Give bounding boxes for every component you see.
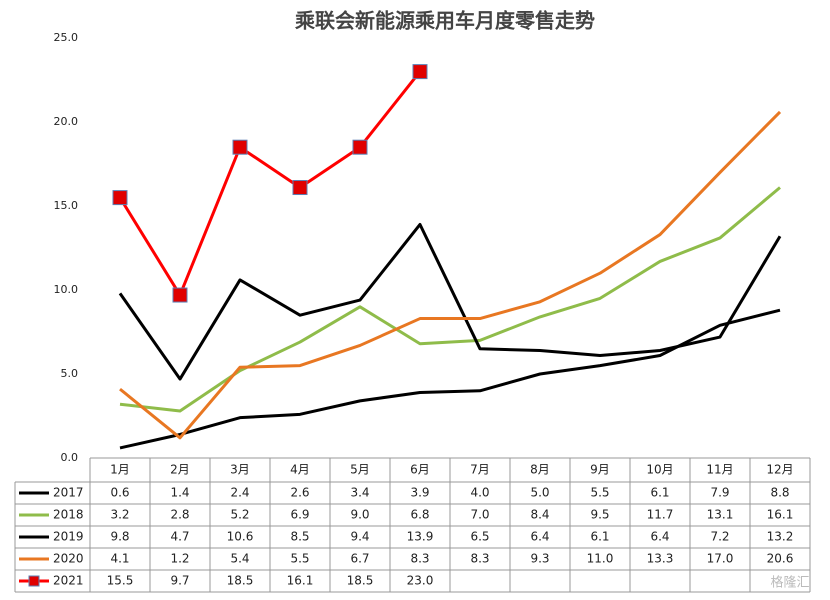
table-cell: 11.0 [587,552,614,566]
table-cell: 2.8 [170,508,189,522]
table-cell: 16.1 [287,574,314,588]
legend-label: 2020 [53,552,84,566]
x-tick-label: 1月 [110,463,130,477]
y-tick-label: 0.0 [61,451,79,464]
series-line [118,222,782,381]
table-cell: 9.3 [530,552,549,566]
table-cell: 7.9 [710,486,729,500]
table-cell: 5.5 [590,486,609,500]
table-cell: 5.4 [230,552,249,566]
table-cell: 18.5 [227,574,254,588]
table-cell: 8.8 [770,486,789,500]
table-cell: 23.0 [407,574,434,588]
table-cell: 13.2 [767,530,794,544]
table-cell: 3.2 [110,508,129,522]
table-cell: 10.6 [227,530,254,544]
table-cell: 20.6 [767,552,794,566]
x-tick-label: 10月 [646,463,673,477]
chart-title: 乘联会新能源乘用车月度零售走势 [294,9,595,33]
table-cell: 4.1 [110,552,129,566]
x-tick-label: 2月 [170,463,190,477]
y-tick-label: 25.0 [54,31,79,44]
table-cell: 7.2 [710,530,729,544]
table-cell: 1.4 [170,486,189,500]
table-cell: 3.9 [410,486,429,500]
x-tick-label: 5月 [350,463,370,477]
table-cell: 11.7 [647,508,674,522]
table-cell: 6.4 [530,530,549,544]
table-cell: 3.4 [350,486,369,500]
table-cell: 17.0 [707,552,734,566]
legend-label: 2017 [53,486,84,500]
x-tick-label: 12月 [766,463,793,477]
table-cell: 9.8 [110,530,129,544]
table-cell: 6.1 [650,486,669,500]
marker [412,64,428,80]
series-line [119,186,781,413]
legend-marker [28,575,40,587]
table-cell: 1.2 [170,552,189,566]
legend-label: 2018 [53,508,84,522]
x-tick-label: 7月 [470,463,490,477]
y-tick-label: 15.0 [54,199,79,212]
table-cell: 2.6 [290,486,309,500]
table-cell: 0.6 [110,486,129,500]
x-tick-label: 11月 [706,463,733,477]
table-cell: 6.8 [410,508,429,522]
table-cell: 4.0 [470,486,489,500]
table-cell: 9.5 [590,508,609,522]
y-tick-label: 10.0 [54,283,79,296]
x-tick-label: 4月 [290,463,310,477]
table-cell: 13.1 [707,508,734,522]
table-cell: 13.3 [647,552,674,566]
x-tick-label: 8月 [530,463,550,477]
series-line [118,70,422,297]
table-cell: 8.4 [530,508,549,522]
table-cell: 9.4 [350,530,369,544]
table-cell: 6.1 [590,530,609,544]
marker [232,139,248,155]
table-cell: 8.3 [470,552,489,566]
table-cell: 16.1 [767,508,794,522]
table-cell: 6.9 [290,508,309,522]
x-tick-label: 6月 [410,463,430,477]
series-line [119,308,781,450]
table-cell: 4.7 [170,530,189,544]
table-cell: 9.7 [170,574,189,588]
table-cell: 6.7 [350,552,369,566]
x-tick-label: 3月 [230,463,250,477]
y-tick-label: 5.0 [61,367,79,380]
legend-label: 2019 [53,530,84,544]
series-line [119,110,782,440]
table-cell: 9.0 [350,508,369,522]
marker [112,190,128,206]
table-cell: 18.5 [347,574,374,588]
table-cell: 15.5 [107,574,134,588]
watermark: 格隆汇 [770,575,809,591]
table-cell: 8.3 [410,552,429,566]
table-cell: 7.0 [470,508,489,522]
legend-label: 2021 [53,574,84,588]
marker [172,287,188,303]
table-cell: 5.0 [530,486,549,500]
table-cell: 2.4 [230,486,249,500]
x-tick-label: 9月 [590,463,610,477]
marker [352,139,368,155]
table-cell: 6.4 [650,530,669,544]
table-cell: 13.9 [407,530,434,544]
table-cell: 8.5 [290,530,309,544]
y-tick-label: 20.0 [54,115,79,128]
table-cell: 6.5 [470,530,489,544]
table-cell: 5.5 [290,552,309,566]
table-cell: 5.2 [230,508,249,522]
marker [292,180,308,196]
